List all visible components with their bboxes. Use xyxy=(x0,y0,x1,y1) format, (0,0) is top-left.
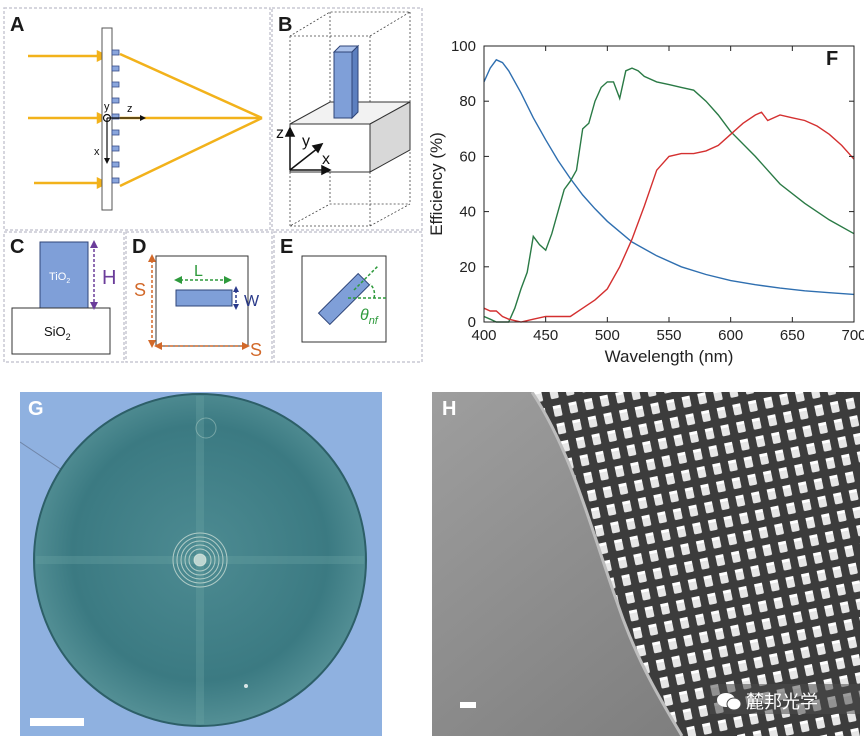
panel-h-label: H xyxy=(442,398,457,420)
x-tick-label: 550 xyxy=(656,327,681,344)
x-axis-label: Wavelength (nm) xyxy=(605,347,734,366)
angle-symbol: θ xyxy=(360,307,369,324)
panel-b-diagram: z y x xyxy=(276,11,412,227)
panel-e-diagram: θnf xyxy=(301,255,387,343)
panel-e-label: E xyxy=(280,236,294,258)
sem-micrograph: H 麓邦光学 xyxy=(432,392,860,736)
nanofin-pillar xyxy=(332,44,360,120)
wechat-icon xyxy=(717,693,742,711)
x-tick-label: 400 xyxy=(471,327,496,344)
svg-text:θnf: θnf xyxy=(360,307,379,327)
nanofin-topview xyxy=(175,289,233,307)
nanofins-column xyxy=(111,49,120,184)
y-tick-label: 40 xyxy=(459,204,476,221)
sio2-text: SiO xyxy=(44,324,66,339)
focusing-ray-bottom xyxy=(119,116,263,188)
x-tick-label: 650 xyxy=(780,327,805,344)
svg-text:TiO2: TiO2 xyxy=(49,271,70,285)
period-horizontal-label: S xyxy=(250,340,262,360)
panel-d-diagram: L W S S xyxy=(134,254,262,360)
panel-b-axis-z: z xyxy=(276,125,284,142)
metalens-disc-image xyxy=(20,393,367,727)
panel-a-label: A xyxy=(10,14,25,36)
height-label: H xyxy=(102,267,116,289)
y-tick-label: 80 xyxy=(459,93,476,110)
y-tick-label: 0 xyxy=(468,314,476,331)
plot-area xyxy=(484,46,854,322)
series-line-1 xyxy=(483,58,855,296)
panel-c-diagram: TiO2 SiO2 H xyxy=(11,240,116,355)
schematic-frames xyxy=(3,7,423,363)
tio2-text: TiO xyxy=(49,271,67,283)
panel-a-diagram: y z x xyxy=(28,27,263,211)
series-line-2 xyxy=(483,67,855,323)
sio2-subscript: 2 xyxy=(66,332,71,342)
sem-image xyxy=(432,392,860,736)
width-label: W xyxy=(244,293,260,310)
panel-g-label: G xyxy=(28,398,44,420)
optical-micrograph: G xyxy=(20,392,382,736)
watermark-text: 麓邦光学 xyxy=(746,692,818,713)
length-label: L xyxy=(194,263,203,280)
panel-a-axis-z: z xyxy=(127,103,133,115)
sio2-substrate xyxy=(11,307,111,355)
panel-a-frame xyxy=(3,7,271,231)
panel-d-label: D xyxy=(132,236,147,258)
scale-bar xyxy=(30,718,84,726)
panel-e-frame xyxy=(273,231,423,363)
watermark: 麓邦光学 xyxy=(716,688,818,714)
y-tick-label: 20 xyxy=(459,259,476,276)
panel-b-label: B xyxy=(278,14,293,36)
panel-a-axis-y: y xyxy=(104,101,110,113)
x-tick-label: 450 xyxy=(533,327,558,344)
y-axis-label: Efficiency (%) xyxy=(428,132,446,236)
svg-text:SiO2: SiO2 xyxy=(44,324,71,342)
period-vertical-label: S xyxy=(134,280,146,300)
panel-b-axis-x: x xyxy=(322,151,330,168)
sem-scale-bar xyxy=(460,702,476,708)
panel-b-axes xyxy=(284,126,332,176)
panel-a-axis-x: x xyxy=(94,146,100,158)
tio2-subscript: 2 xyxy=(66,278,70,285)
panel-b-axis-y: y xyxy=(302,133,310,150)
efficiency-chart: 400 450 500 550 600 650 700 0 20 40 60 80 100 Wavelen… xyxy=(428,38,864,366)
panel-b-frame xyxy=(271,7,423,231)
x-tick-label: 700 xyxy=(841,327,864,344)
panel-d-frame xyxy=(125,231,273,363)
series-line-3 xyxy=(483,111,855,323)
panel-c-label: C xyxy=(10,236,25,258)
y-tick-label: 100 xyxy=(451,38,476,55)
angle-guides xyxy=(348,265,386,299)
panel-c-frame xyxy=(3,231,125,363)
x-tick-label: 500 xyxy=(595,327,620,344)
angle-subscript: nf xyxy=(369,315,379,327)
x-tick-label: 600 xyxy=(718,327,743,344)
y-tick-label: 60 xyxy=(459,148,476,165)
panel-f-label: F xyxy=(826,48,839,70)
nanofin-array xyxy=(532,392,860,736)
focusing-ray-top xyxy=(119,52,263,120)
rotated-nanofin xyxy=(317,272,371,326)
